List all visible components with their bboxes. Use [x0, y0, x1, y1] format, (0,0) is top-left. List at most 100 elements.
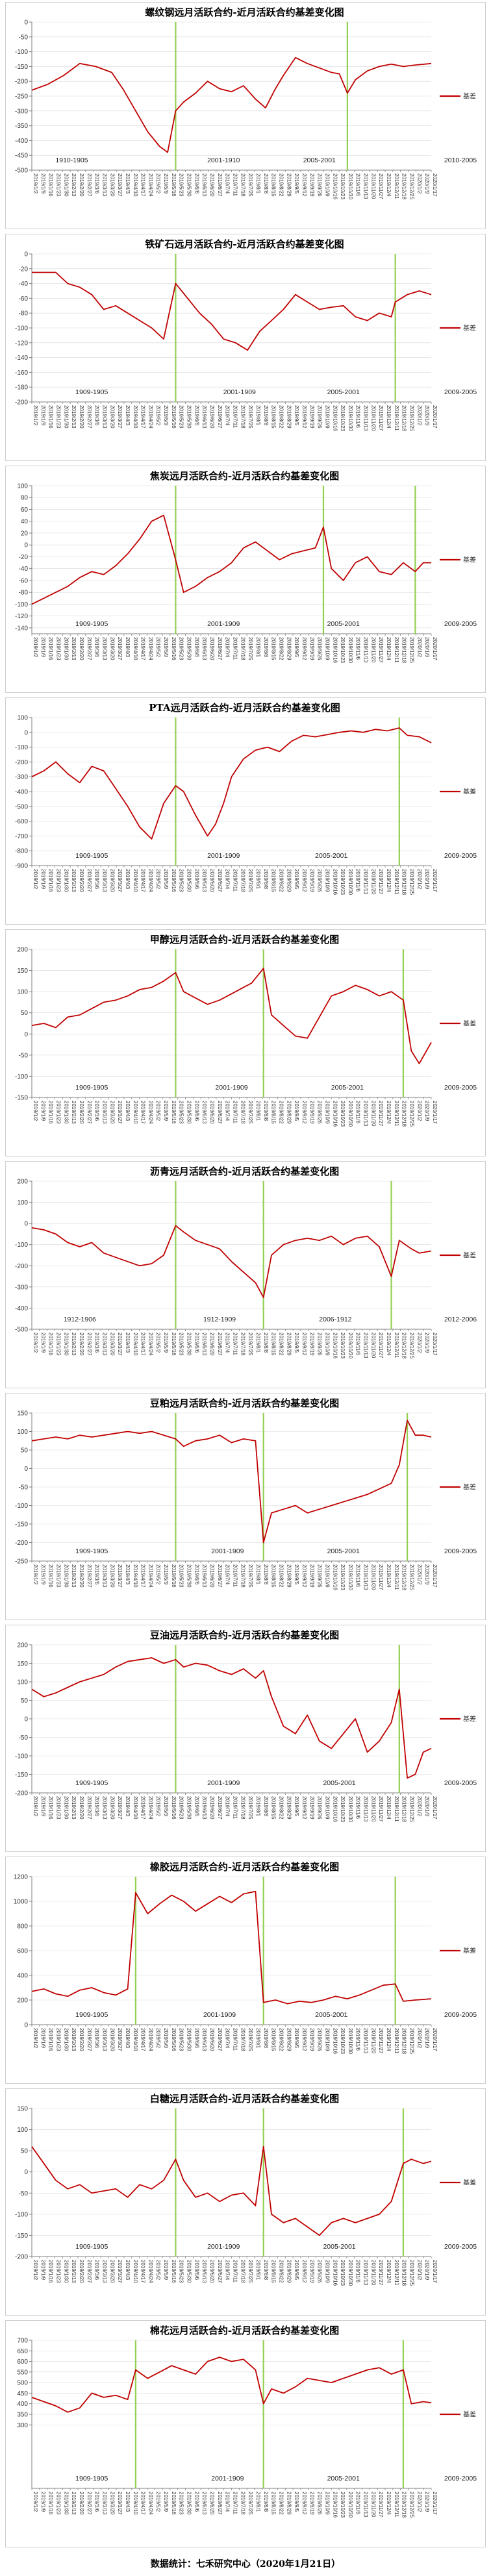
x-tick-label: 2019/3/27: [117, 405, 123, 429]
y-tick-label: -150: [15, 1771, 28, 1779]
y-tick-label: 100: [17, 1679, 28, 1686]
x-tick-label: 2019/6/20: [209, 1101, 215, 1124]
x-tick-label: 2019/2/13: [71, 405, 77, 429]
x-tick-label: 2019/3/13: [101, 1332, 107, 1356]
x-tick-label: 2019/12/25: [409, 173, 415, 200]
x-tick-label: 2019/11/27: [378, 1101, 384, 1127]
x-tick-label: 2019/1/9: [40, 869, 46, 890]
x-tick-label: 2020/1/2: [416, 869, 422, 890]
contract-pair-label: 1910-1905: [55, 156, 88, 164]
contract-pair-label: 1909-1905: [75, 388, 108, 396]
x-tick-label: 2019/9/19: [309, 405, 315, 429]
x-tick-label: 2019/12/4: [386, 173, 392, 197]
y-tick-label: 50: [21, 1010, 29, 1017]
x-tick-label: 2019/8/1: [255, 2260, 261, 2281]
x-tick-label: 2019/5/30: [186, 2492, 192, 2515]
x-tick-label: 2019/1/9: [40, 637, 46, 658]
x-tick-label: 2019/12/11: [394, 2028, 399, 2054]
x-tick-label: 2019/1/23: [55, 2260, 61, 2283]
x-tick-label: 2019/8/22: [278, 1332, 284, 1356]
basis-series-line: [31, 1225, 432, 1298]
legend-label: 基差: [463, 1715, 476, 1723]
x-tick-label: 2019/5/16: [171, 2260, 177, 2283]
x-tick-label: 2020/1/17: [432, 2260, 438, 2283]
x-tick-label: 2019/5/9: [163, 637, 169, 658]
x-tick-label: 2020/1/2: [416, 2260, 422, 2281]
x-tick-label: 2019/12/11: [394, 1796, 399, 1822]
y-tick-label: -150: [15, 64, 28, 71]
y-tick-label: 200: [17, 947, 28, 954]
x-tick-label: 2019/3/27: [117, 2492, 123, 2515]
x-tick-label: 2019/1/30: [63, 173, 69, 197]
y-tick-label: -50: [19, 1734, 29, 1742]
x-tick-label: 2019/4/10: [132, 2028, 138, 2051]
contract-pair-label: 2009-2005: [444, 2243, 477, 2251]
x-tick-label: 2019/4/3: [125, 2028, 131, 2049]
x-tick-label: 2019/8/15: [271, 637, 277, 660]
x-tick-label: 2019/10/30: [347, 1564, 353, 1591]
x-tick-label: 2019/4/10: [132, 1796, 138, 1819]
x-tick-label: 2019/1/9: [40, 2260, 46, 2281]
x-tick-label: 2019/8/1: [255, 1332, 261, 1353]
x-tick-label: 2020/1/9: [424, 1796, 430, 1817]
x-tick-label: 2019/9/12: [301, 637, 307, 660]
x-tick-label: 2019/9/5: [294, 2028, 299, 2049]
y-tick-label: -60: [19, 577, 29, 584]
x-tick-label: 2019/9/19: [309, 869, 315, 892]
x-tick-label: 2019/6/13: [201, 173, 207, 197]
x-tick-label: 2019/4/3: [125, 1101, 131, 1121]
y-tick-label: 600: [17, 1948, 28, 1955]
x-tick-label: 2019/8/8: [263, 1101, 269, 1121]
x-tick-label: 2019/9/26: [317, 637, 323, 660]
x-tick-label: 2019/4/10: [132, 869, 138, 892]
x-tick-label: 2019/10/9: [324, 2028, 330, 2051]
x-tick-label: 2019/11/20: [370, 869, 376, 895]
y-tick-label: 0: [24, 1716, 28, 1723]
x-tick-label: 2019/4/3: [125, 1564, 131, 1585]
x-tick-label: 2019/5/16: [171, 1796, 177, 1819]
y-tick-label: 50: [21, 2148, 29, 2155]
y-tick-label: -500: [15, 803, 28, 810]
x-tick-label: 2019/11/20: [370, 405, 376, 431]
contract-pair-label: 2001-1909: [223, 388, 256, 396]
x-tick-label: 2019/7/25: [247, 2492, 253, 2515]
x-tick-label: 2019/6/27: [217, 1332, 223, 1356]
basis-chart: 豆油远月活跃合约-近月活跃合约基差变化图 200 150 100 50 0 -50 -100 -…: [15, 1629, 477, 1823]
x-tick-label: 2019/1/2: [32, 1101, 38, 1121]
x-tick-label: 2019/5/9: [163, 405, 169, 426]
contract-pair-label: 2001-1909: [211, 2475, 244, 2482]
y-tick-label: -200: [15, 79, 28, 86]
x-tick-label: 2019/5/2: [155, 2492, 161, 2512]
x-tick-label: 2019/4/3: [125, 1796, 131, 1817]
x-tick-label: 2020/1/2: [416, 1796, 422, 1817]
y-tick-label: 0: [24, 251, 28, 258]
x-tick-label: 2019/5/2: [155, 869, 161, 890]
basis-series-line: [31, 1419, 432, 1544]
basis-chart-panel: 橡胶远月活跃合约-近月活跃合约基差变化图 1200 1000 800 600 400 200…: [5, 1857, 486, 2084]
x-tick-label: 2019/6/6: [194, 2492, 199, 2512]
x-tick-label: 2019/3/13: [101, 2028, 107, 2051]
y-tick-label: 100: [17, 715, 28, 722]
x-tick-label: 2019/2/13: [71, 2260, 77, 2283]
x-tick-label: 2019/5/23: [179, 2028, 184, 2051]
x-tick-label: 2019/10/23: [340, 2492, 346, 2518]
x-tick-label: 2019/12/4: [386, 869, 392, 892]
x-tick-label: 2019/12/25: [409, 2260, 415, 2286]
y-tick-label: -80: [19, 590, 29, 597]
x-tick-label: 2019/1/16: [48, 1796, 54, 1819]
y-tick-label: 60: [21, 506, 29, 514]
x-tick-label: 2019/5/2: [155, 1332, 161, 1353]
x-tick-label: 2019/9/5: [294, 173, 299, 194]
x-tick-label: 2019/6/13: [201, 2492, 207, 2515]
x-tick-label: 2019/2/27: [86, 869, 92, 892]
contract-pair-label: 2009-2005: [444, 1084, 477, 1092]
basis-chart: 橡胶远月活跃合约-近月活跃合约基差变化图 1200 1000 800 600 400 200…: [14, 1861, 477, 2055]
x-tick-label: 2019/8/29: [286, 1564, 292, 1588]
x-tick-label: 2019/8/15: [271, 1332, 277, 1356]
legend-label: 基差: [463, 1251, 476, 1260]
legend-label: 基差: [463, 1483, 476, 1492]
x-tick-label: 2019/12/4: [386, 405, 392, 429]
x-tick-label: 2019/6/20: [209, 173, 215, 197]
x-tick-label: 2019/4/3: [125, 405, 131, 426]
x-tick-label: 2019/2/13: [71, 173, 77, 197]
